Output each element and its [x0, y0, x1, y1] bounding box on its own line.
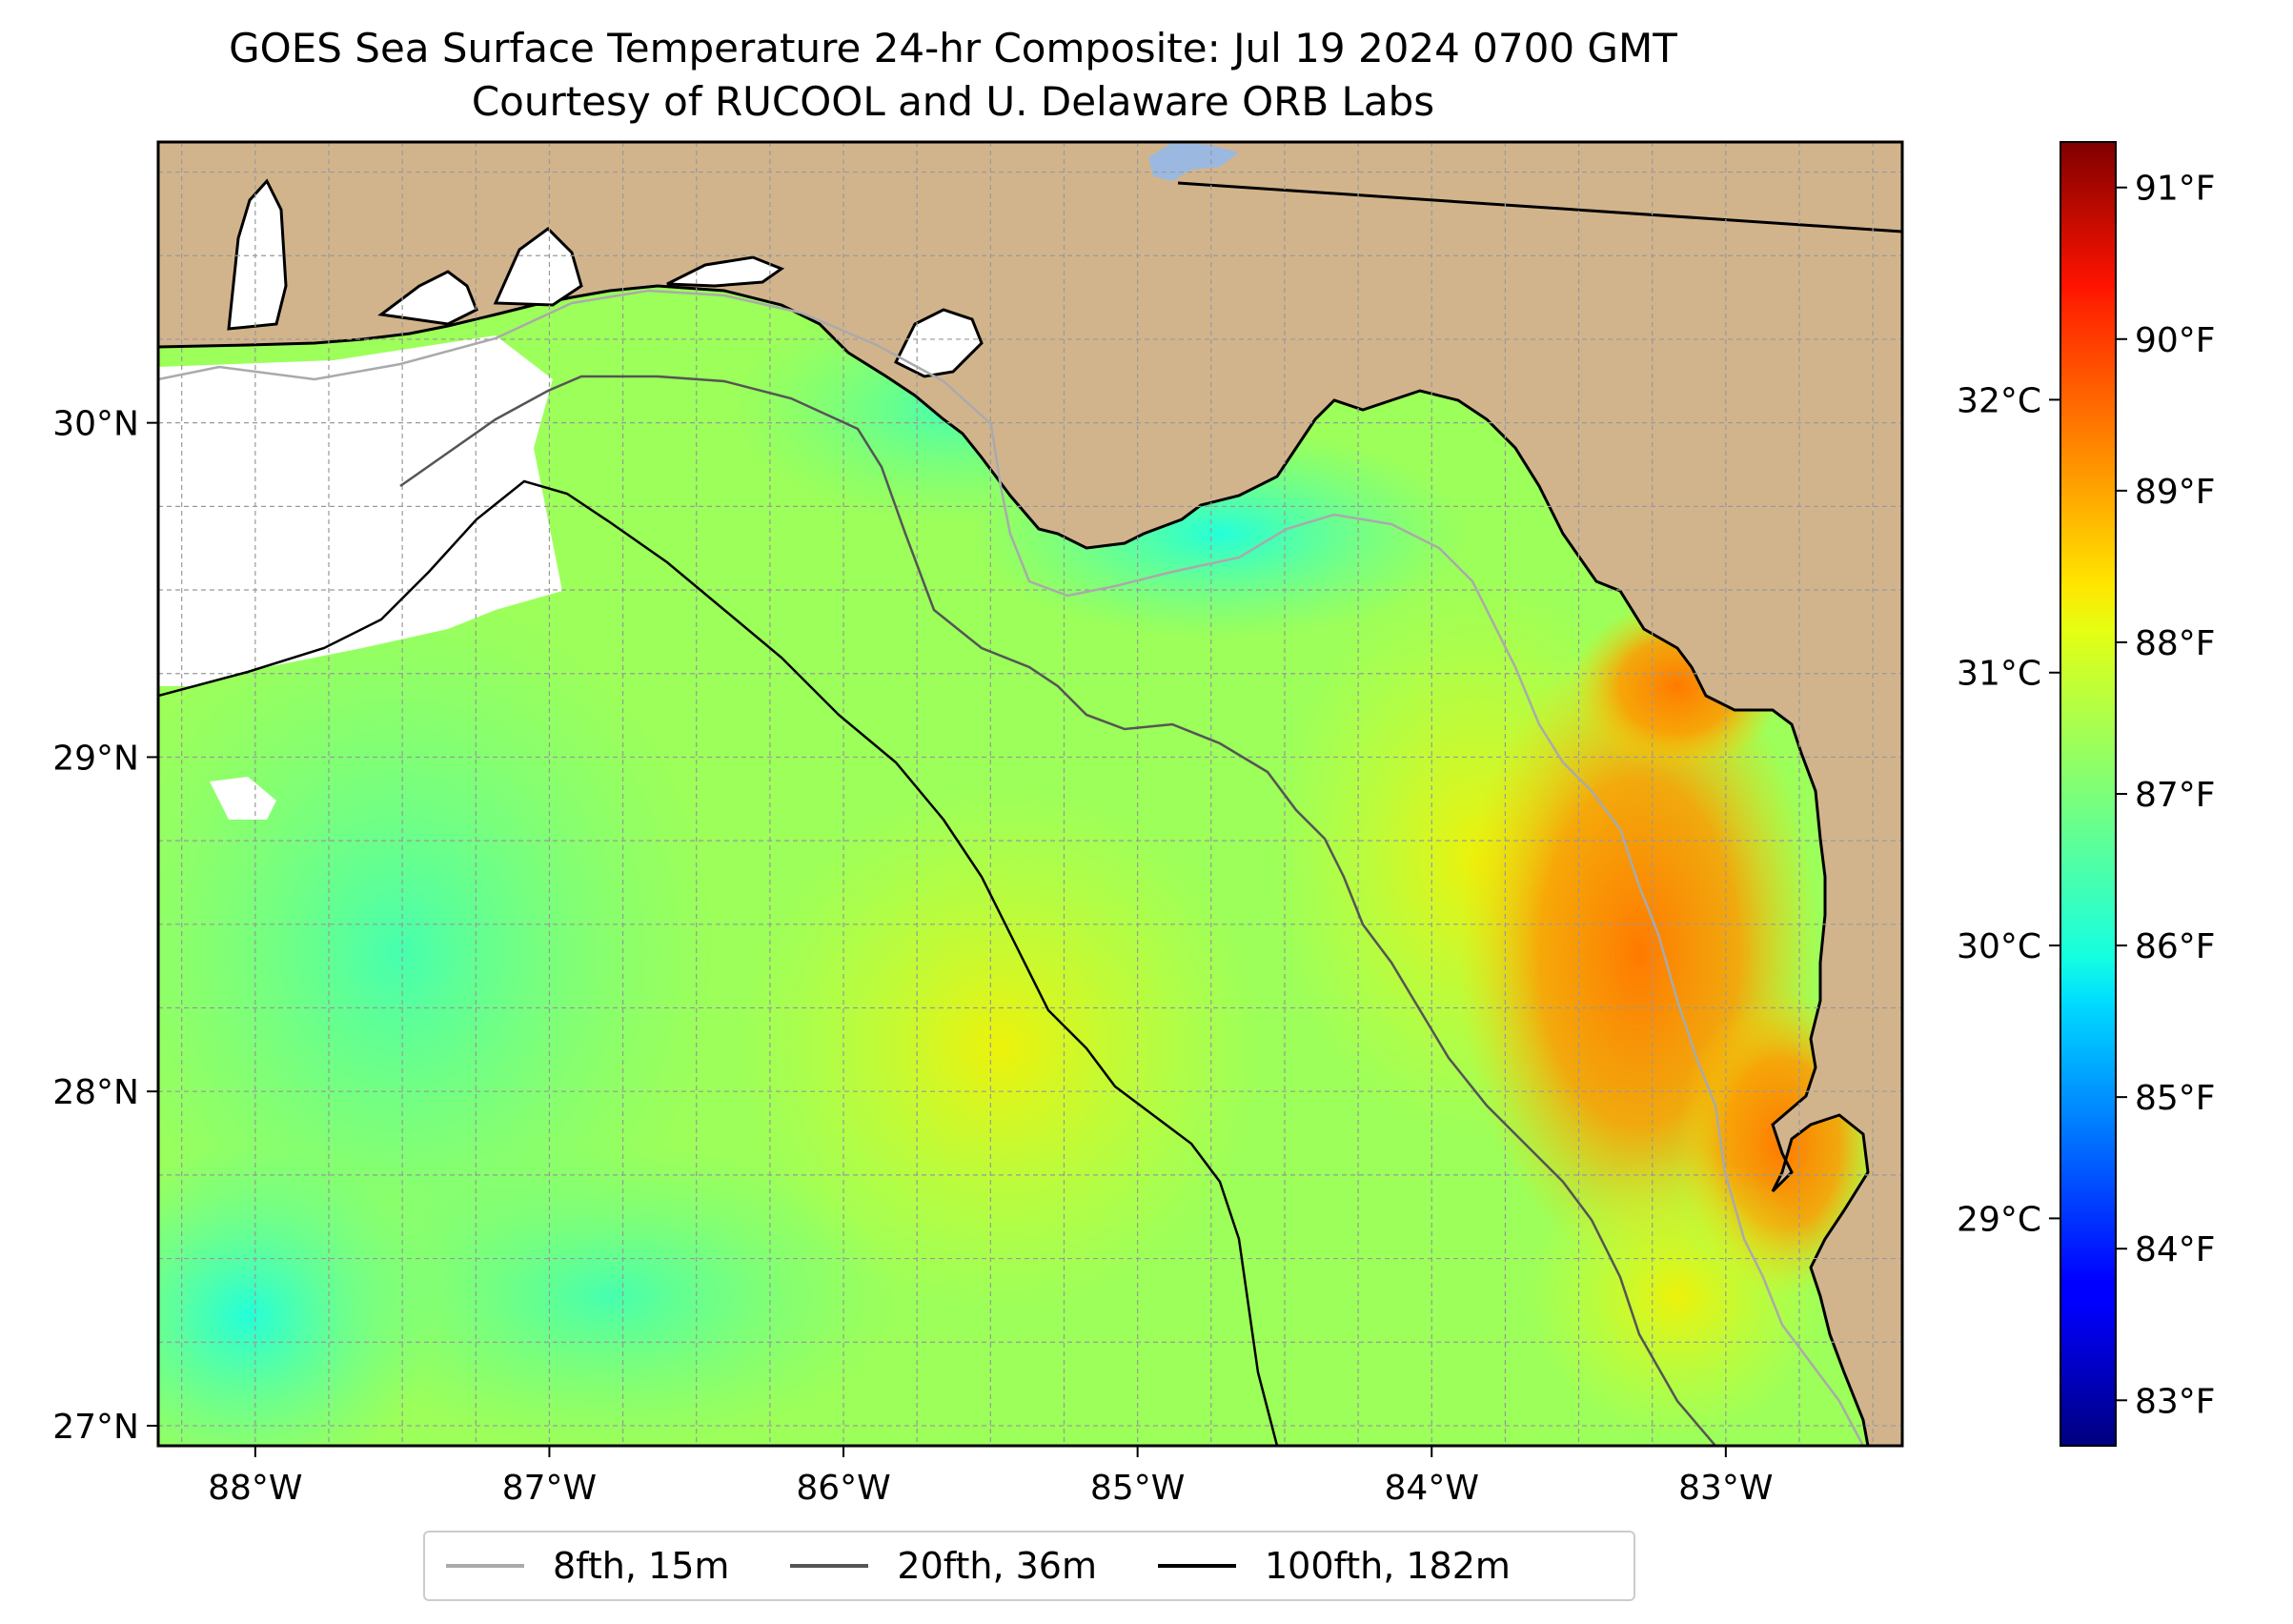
lon-tick-label: 84°W [1385, 1469, 1479, 1508]
lon-tick-labels: 88°W 87°W 86°W 85°W 84°W 83°W [208, 1446, 1774, 1508]
isobaths [158, 289, 1865, 1446]
colorbar-f-label: 90°F [2135, 321, 2216, 360]
isobath-8fth [158, 289, 1865, 1446]
lat-tick-label: 28°N [52, 1073, 139, 1112]
colorbar-f-label: 87°F [2135, 776, 2216, 815]
map-subtitle: Courtesy of RUCOOL and U. Delaware ORB L… [471, 78, 1435, 125]
colorbar-c-label: 29°C [1957, 1200, 2041, 1239]
state-border [1177, 181, 1902, 233]
lon-tick-label: 85°W [1090, 1469, 1185, 1508]
lon-tick-label: 86°W [796, 1469, 890, 1508]
land [158, 142, 1902, 1446]
isobath-legend: 8fth, 15m 20fth, 36m 100fth, 182m [423, 1531, 1635, 1601]
legend-label: 20fth, 36m [897, 1545, 1097, 1587]
legend-line [1157, 1564, 1236, 1568]
colorbar-c-label: 30°C [1957, 927, 2041, 966]
colorbar [2060, 141, 2117, 1447]
colorbar-f-ticks: 83°F 84°F 85°F 86°F 87°F 88°F 89°F 90°F 91°F [2116, 170, 2216, 1421]
colorbar-f-label: 83°F [2135, 1382, 2216, 1421]
colorbar-f-label: 91°F [2135, 170, 2216, 209]
colorbar-c-label: 31°C [1957, 655, 2041, 694]
legend-item-20fth: 20fth, 36m [790, 1545, 1097, 1587]
lat-tick-label: 30°N [52, 405, 139, 444]
legend-label: 100fth, 182m [1264, 1545, 1511, 1587]
colorbar-f-label: 84°F [2135, 1230, 2216, 1269]
isobath-20fth [399, 375, 1716, 1446]
map-title: GOES Sea Surface Temperature 24-hr Compo… [229, 25, 1677, 71]
lat-tick-label: 29°N [52, 739, 139, 778]
lat-tick-labels: 27°N 28°N 29°N 30°N [52, 405, 158, 1447]
legend-label: 8fth, 15m [553, 1545, 730, 1587]
lon-tick-label: 83°W [1678, 1469, 1773, 1508]
colorbar-f-label: 88°F [2135, 624, 2216, 663]
isobath-100fth [158, 479, 1279, 1446]
colorbar-f-label: 86°F [2135, 927, 2216, 966]
lon-tick-label: 88°W [208, 1469, 302, 1508]
colorbar-c-ticks: 29°C 30°C 31°C 32°C [1957, 381, 2060, 1239]
colorbar-f-label: 89°F [2135, 473, 2216, 512]
lat-tick-label: 27°N [52, 1408, 139, 1447]
legend-item-100fth: 100fth, 182m [1157, 1545, 1511, 1587]
legend-line [790, 1564, 869, 1568]
colorbar-f-label: 85°F [2135, 1079, 2216, 1118]
legend-item-8fth: 8fth, 15m [446, 1545, 729, 1587]
sst-field [158, 142, 1902, 1446]
lon-tick-label: 87°W [502, 1469, 597, 1508]
legend-line [446, 1564, 524, 1568]
map-frame [156, 140, 1904, 1448]
colorbar-c-label: 32°C [1957, 381, 2041, 420]
